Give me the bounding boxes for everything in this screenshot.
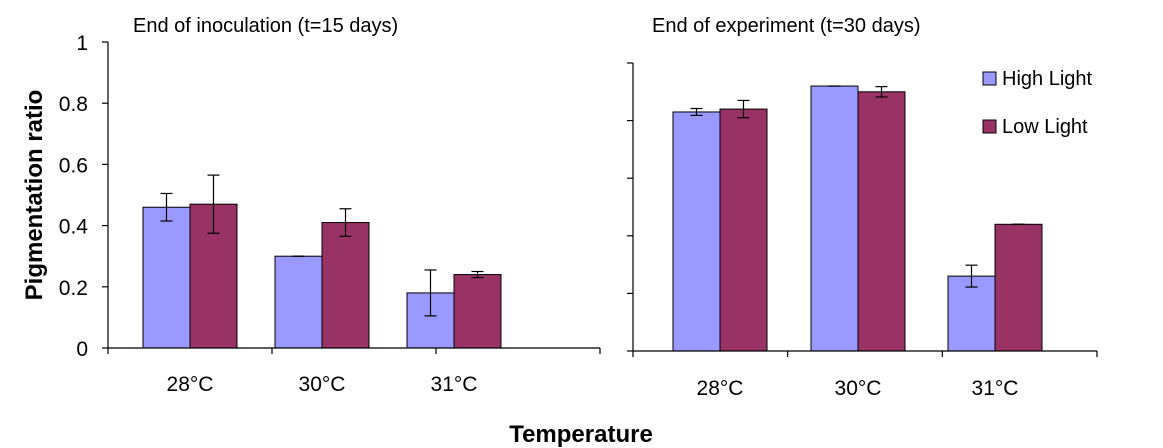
bar [719,108,768,352]
panel-title-experiment: End of experiment (t=30 days) [652,15,920,37]
bar [672,111,721,352]
legend-swatch-high-light [982,71,997,86]
bar [453,274,502,349]
y-tick-label: 0 [76,338,88,361]
legend-swatch-low-light [982,119,997,134]
y-tick-label: 1 [76,32,88,55]
x-category-label: 31°C [972,377,1019,400]
y-tick-label: 0.8 [59,93,88,116]
legend-label-low-light: Low Light [1002,116,1088,138]
bar [142,206,191,349]
bar [274,255,323,349]
x-category-label: 28°C [697,377,744,400]
x-category-label: 30°C [299,373,346,396]
bar [810,85,859,352]
y-tick-label: 0.2 [59,277,88,300]
legend: High Light Low Light [982,68,1093,138]
bar [857,91,906,352]
panel-title-inoculation: End of inoculation (t=15 days) [133,15,398,37]
bar [994,223,1043,352]
y-axis-title: Pigmentation ratio [21,90,48,301]
x-category-label: 31°C [431,373,478,396]
y-tick-label: 0.6 [59,154,88,177]
bar [947,275,996,352]
y-tick-label: 0.4 [59,216,89,239]
panel-inoculation: End of inoculation (t=15 days) 0 0.2 0.4 0.… [59,15,601,396]
x-axis-title: Temperature [509,421,653,448]
x-category-label: 28°C [167,373,214,396]
legend-label-high-light: High Light [1002,68,1093,90]
bar [321,222,370,349]
panel-experiment: End of experiment (t=30 days) 28°C 30°C 31… [627,15,1098,400]
x-category-label: 30°C [835,377,882,400]
